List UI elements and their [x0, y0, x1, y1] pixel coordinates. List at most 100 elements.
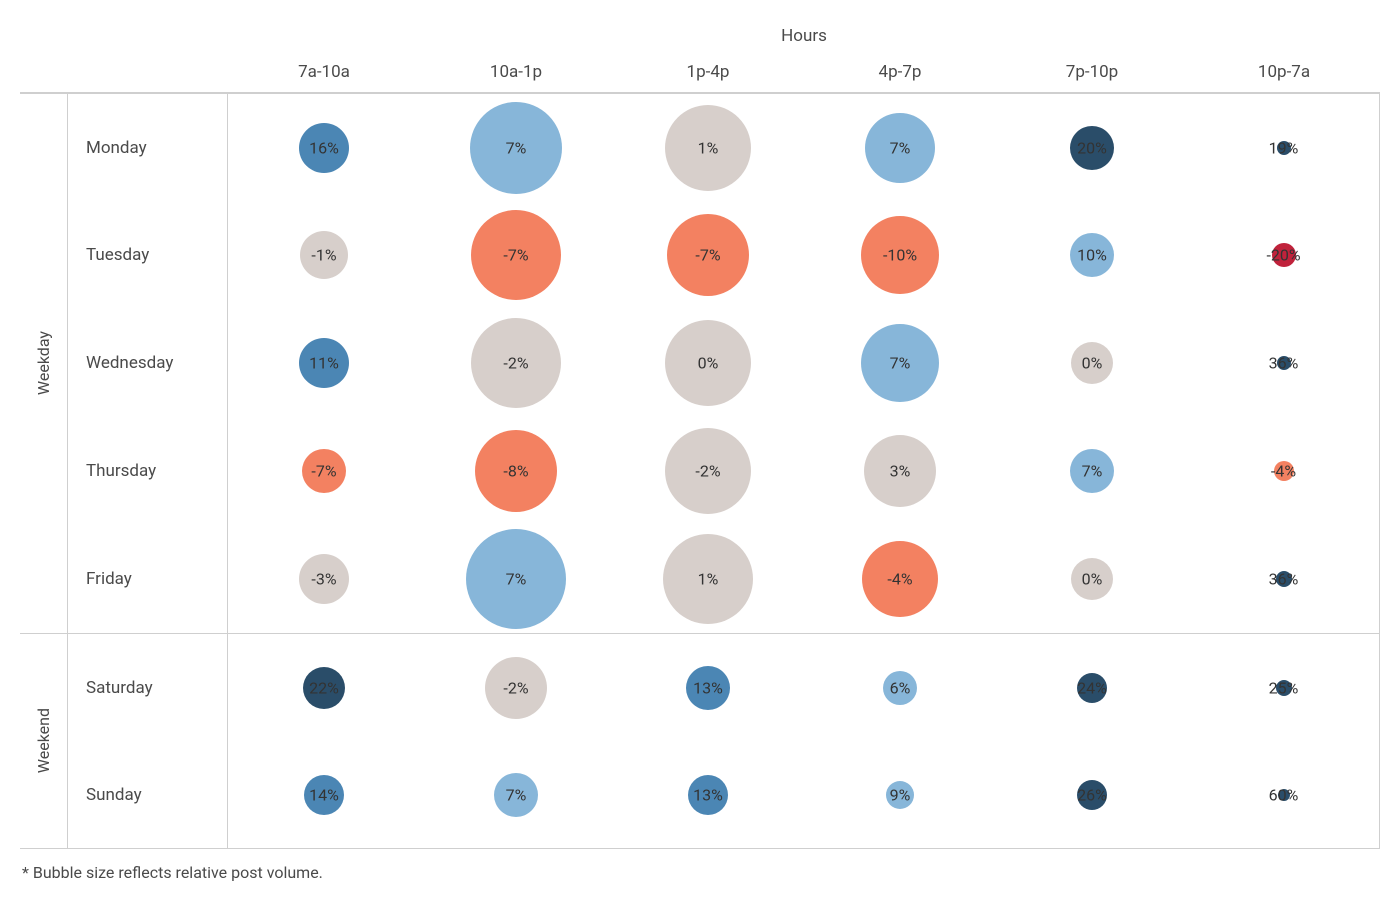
bubble-cell: 9%	[804, 741, 996, 849]
row-group-label: Weekday	[20, 93, 68, 633]
bubble-value: 7%	[506, 570, 527, 589]
bubble-value: 10%	[1077, 246, 1107, 265]
bubble-value: -8%	[503, 462, 528, 481]
row-label: Saturday	[68, 633, 228, 741]
bubble-value: -2%	[503, 354, 528, 373]
bubble-value: 19%	[1269, 138, 1299, 157]
bubble-value: 13%	[693, 678, 723, 697]
bubble-value: -7%	[311, 462, 336, 481]
column-header: 10a-1p	[420, 56, 612, 93]
column-header: 1p-4p	[612, 56, 804, 93]
bubble-value: 16%	[309, 138, 339, 157]
bubble-cell: -2%	[420, 633, 612, 741]
column-header: 7p-10p	[996, 56, 1188, 93]
bubble-value: 1%	[698, 138, 719, 157]
bubble-cell: -7%	[228, 417, 420, 525]
bubble-value: -3%	[311, 570, 336, 589]
bubble-cell: 1%	[612, 525, 804, 633]
column-header: 4p-7p	[804, 56, 996, 93]
bubble-value: -10%	[883, 246, 917, 265]
bubble-value: 36%	[1269, 570, 1299, 589]
bubble-cell: 7%	[804, 309, 996, 417]
bubble-value: 7%	[1082, 462, 1103, 481]
bubble-value: 11%	[309, 354, 339, 373]
bubble-value: 26%	[1077, 785, 1107, 804]
bubble-value: -7%	[695, 246, 720, 265]
bubble-cell: 22%	[228, 633, 420, 741]
bubble-cell: -10%	[804, 201, 996, 309]
bubble-cell: -8%	[420, 417, 612, 525]
bubble-cell: -2%	[420, 309, 612, 417]
bubble-value: -2%	[695, 462, 720, 481]
bubble-value: 0%	[1082, 570, 1103, 589]
bubble-value: -4%	[1271, 462, 1296, 481]
bubble-cell: 7%	[804, 93, 996, 201]
bubble-value: 13%	[693, 785, 723, 804]
bubble-cell: -4%	[1188, 417, 1380, 525]
bubble-value: 0%	[698, 354, 719, 373]
bubble-cell: 11%	[228, 309, 420, 417]
bubble-cell: 19%	[1188, 93, 1380, 201]
bubble-value: 25%	[1269, 678, 1299, 697]
row-label: Monday	[68, 93, 228, 201]
bubble-cell: 7%	[420, 741, 612, 849]
bubble-value: 3%	[890, 462, 911, 481]
bubble-cell: 7%	[420, 93, 612, 201]
bubble-cell: 0%	[996, 309, 1188, 417]
bubble-cell: 10%	[996, 201, 1188, 309]
bubble-value: 20%	[1077, 138, 1107, 157]
bubble-cell: 60%	[1188, 741, 1380, 849]
bubble-cell: -2%	[612, 417, 804, 525]
bubble-cell: 25%	[1188, 633, 1380, 741]
bubble-value: -20%	[1266, 246, 1300, 265]
bubble-cell: 14%	[228, 741, 420, 849]
bubble-value: 1%	[698, 570, 719, 589]
bubble-cell: 0%	[996, 525, 1188, 633]
bubble-cell: 26%	[996, 741, 1188, 849]
bubble-matrix-chart: Hours7a-10a10a-1p1p-4p4p-7p7p-10p10p-7a W…	[20, 20, 1380, 882]
bubble-value: -1%	[311, 246, 336, 265]
row-label: Tuesday	[68, 201, 228, 309]
bubble-value: 7%	[890, 138, 911, 157]
bubble-value: -7%	[503, 246, 528, 265]
bubble-cell: 36%	[1188, 309, 1380, 417]
bubble-value: 0%	[1082, 354, 1103, 373]
bubble-value: -2%	[503, 678, 528, 697]
row-label: Sunday	[68, 741, 228, 849]
bubble-value: -4%	[887, 570, 912, 589]
bubble-cell: 36%	[1188, 525, 1380, 633]
bubble-value: 60%	[1269, 785, 1299, 804]
bubble-cell: 13%	[612, 741, 804, 849]
row-label: Friday	[68, 525, 228, 633]
bubble-cell: 7%	[420, 525, 612, 633]
row-group-label: Weekend	[20, 633, 68, 849]
bubble-cell: -20%	[1188, 201, 1380, 309]
bubble-cell: -4%	[804, 525, 996, 633]
bubble-cell: 24%	[996, 633, 1188, 741]
bubble-cell: 3%	[804, 417, 996, 525]
bubble-value: 14%	[309, 785, 339, 804]
bubble-value: 9%	[890, 785, 911, 804]
bubble-value: 7%	[506, 785, 527, 804]
bubble-cell: 1%	[612, 93, 804, 201]
bubble-cell: 6%	[804, 633, 996, 741]
bubble-cell: -7%	[420, 201, 612, 309]
bubble-value: 24%	[1077, 678, 1107, 697]
bubble-cell: -1%	[228, 201, 420, 309]
bubble-value: 22%	[309, 678, 339, 697]
row-label: Thursday	[68, 417, 228, 525]
row-label: Wednesday	[68, 309, 228, 417]
bubble-value: 7%	[506, 138, 527, 157]
column-header: 10p-7a	[1188, 56, 1380, 93]
bubble-cell: 7%	[996, 417, 1188, 525]
column-header: 7a-10a	[228, 56, 420, 93]
bubble-cell: -3%	[228, 525, 420, 633]
bubble-cell: 16%	[228, 93, 420, 201]
bubble-cell: 0%	[612, 309, 804, 417]
bubble-value: 7%	[890, 354, 911, 373]
bubble-value: 6%	[890, 678, 911, 697]
bubble-value: 36%	[1269, 354, 1299, 373]
bubble-cell: 20%	[996, 93, 1188, 201]
bubble-cell: -7%	[612, 201, 804, 309]
hours-axis-title: Hours	[228, 20, 1380, 56]
